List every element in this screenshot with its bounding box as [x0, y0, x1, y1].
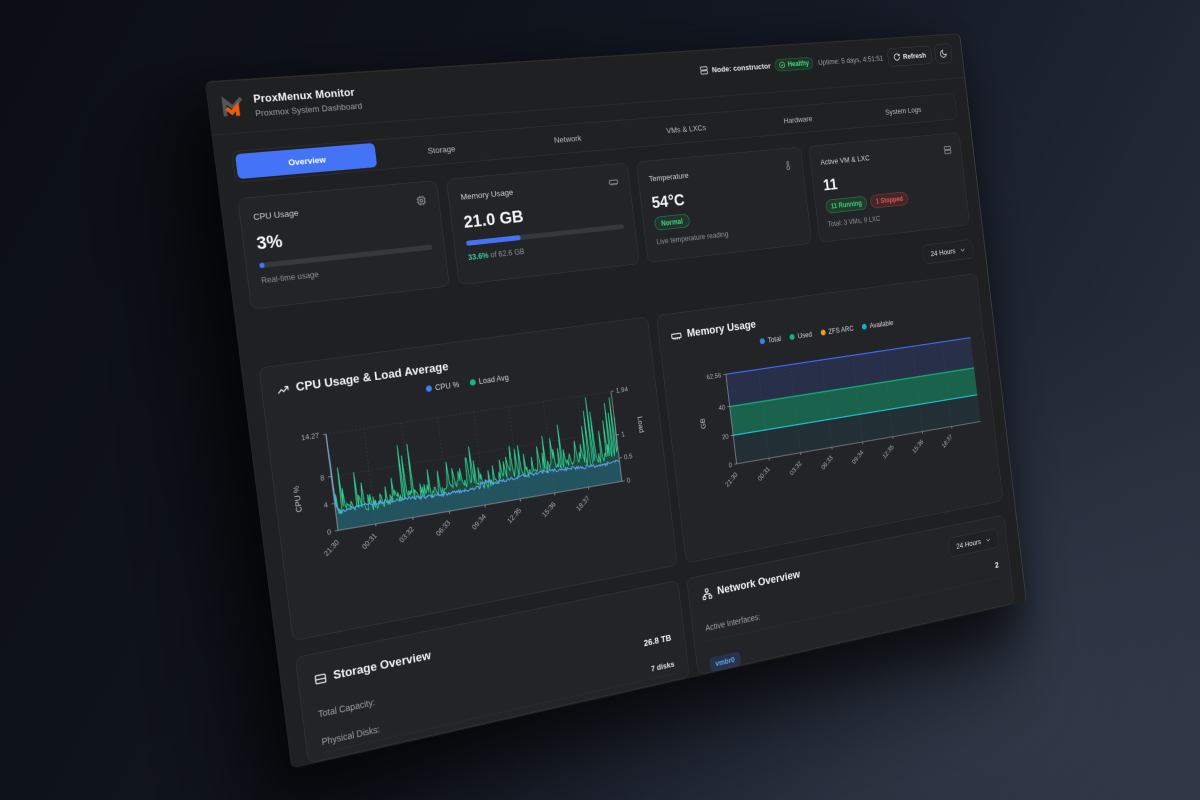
svg-text:12:35: 12:35	[881, 443, 895, 460]
svg-text:8: 8	[320, 474, 325, 483]
svg-text:GB: GB	[698, 417, 707, 429]
svg-text:0: 0	[327, 528, 332, 537]
svg-text:03:32: 03:32	[788, 459, 803, 476]
svg-text:12:35: 12:35	[506, 506, 523, 525]
svg-text:40: 40	[718, 404, 725, 413]
svg-text:CPU %: CPU %	[291, 485, 304, 514]
svg-text:00:31: 00:31	[360, 531, 378, 551]
svg-text:21:30: 21:30	[724, 471, 739, 489]
svg-text:0: 0	[626, 476, 630, 485]
svg-text:15:36: 15:36	[911, 438, 925, 455]
svg-text:18:37: 18:37	[575, 494, 591, 512]
svg-text:20: 20	[722, 432, 729, 441]
svg-text:21:30: 21:30	[322, 538, 341, 558]
svg-text:Load: Load	[636, 416, 646, 434]
svg-text:03:32: 03:32	[398, 525, 416, 544]
svg-text:0: 0	[728, 461, 732, 469]
svg-text:09:34: 09:34	[851, 448, 866, 465]
svg-text:1: 1	[621, 430, 625, 439]
svg-text:18:37: 18:37	[940, 433, 953, 450]
svg-text:1.94: 1.94	[615, 385, 629, 395]
svg-text:09:34: 09:34	[470, 512, 488, 531]
svg-text:06:33: 06:33	[434, 519, 452, 538]
svg-text:00:31: 00:31	[756, 465, 771, 483]
svg-text:62.56: 62.56	[706, 371, 722, 381]
svg-text:4: 4	[323, 500, 329, 509]
svg-text:14.27: 14.27	[301, 431, 320, 442]
svg-text:0.5: 0.5	[623, 452, 633, 461]
svg-text:06:33: 06:33	[820, 454, 834, 471]
svg-text:15:36: 15:36	[541, 500, 558, 519]
